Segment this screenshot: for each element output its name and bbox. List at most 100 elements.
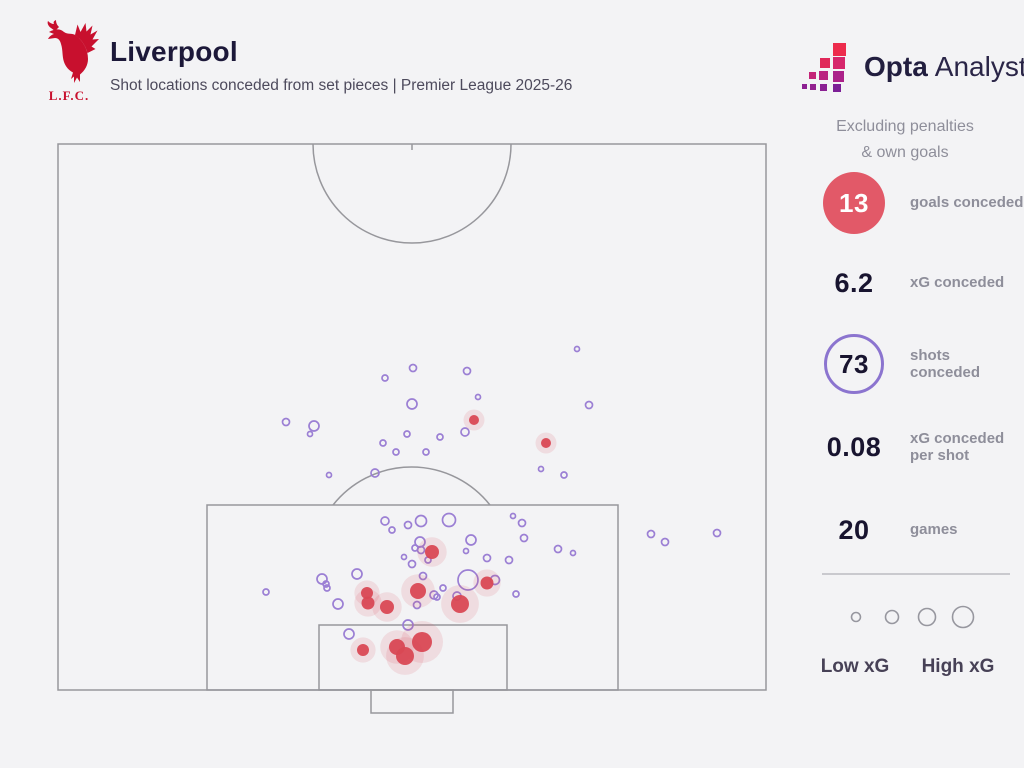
goals-conceded-badge: 13 bbox=[823, 172, 885, 234]
shots-conceded-badge: 73 bbox=[824, 334, 884, 394]
shot-marker bbox=[380, 516, 390, 526]
opta-wordmark: Opta Analyst bbox=[864, 51, 1024, 83]
shot-marker bbox=[351, 568, 363, 580]
shot-marker bbox=[418, 571, 428, 581]
opta-word-analyst: Analyst bbox=[934, 51, 1024, 82]
goal-marker bbox=[361, 587, 373, 599]
shot-marker bbox=[436, 433, 444, 441]
shot-marker bbox=[517, 518, 527, 528]
pitch-boundary bbox=[57, 143, 767, 691]
legend-divider bbox=[822, 573, 1010, 575]
opta-mark-icon bbox=[802, 43, 846, 92]
exclusion-note: Excluding penalties & own goals bbox=[796, 114, 1014, 165]
shot-marker bbox=[553, 544, 563, 554]
goal bbox=[370, 689, 454, 714]
goal-marker bbox=[425, 545, 439, 559]
shot-marker bbox=[474, 393, 482, 401]
shot-marker bbox=[512, 590, 520, 598]
shot-marker bbox=[422, 448, 430, 456]
liver-bird-icon bbox=[47, 20, 99, 83]
shot-marker bbox=[323, 584, 331, 592]
stat-xg-per-shot: 0.08 xG conceded per shot bbox=[800, 415, 1024, 479]
goal-marker bbox=[469, 415, 479, 425]
shot-marker bbox=[322, 580, 330, 588]
shot-marker bbox=[412, 600, 422, 610]
goal-marker bbox=[357, 644, 369, 656]
shot-marker bbox=[403, 520, 413, 530]
penalty-arc bbox=[332, 466, 491, 506]
legend-size-circle bbox=[917, 607, 937, 627]
shot-marker bbox=[407, 559, 417, 569]
legend-high-xg-label: High xG bbox=[921, 656, 995, 677]
games-value: 20 bbox=[838, 514, 870, 545]
shot-marker bbox=[308, 420, 320, 432]
xg-conceded-label: xG conceded bbox=[910, 274, 1005, 292]
goal-marker bbox=[480, 576, 494, 590]
opta-analyst-logo: Opta Analyst bbox=[802, 42, 1024, 92]
shot-marker bbox=[462, 366, 472, 376]
crest-label: L.F.C. bbox=[48, 88, 90, 103]
shot-marker bbox=[462, 547, 470, 555]
shot-marker bbox=[712, 528, 722, 538]
games-label: games bbox=[910, 521, 958, 539]
shot-marker bbox=[573, 345, 581, 353]
liverpool-crest: L.F.C. bbox=[36, 20, 102, 104]
legend-size-circle bbox=[850, 611, 862, 623]
xg-per-shot-value: 0.08 bbox=[826, 431, 882, 462]
legend-size-circle bbox=[884, 609, 900, 625]
goals-conceded-label: goals conceded bbox=[910, 194, 1024, 212]
shot-marker bbox=[537, 465, 545, 473]
shot-marker bbox=[381, 374, 389, 382]
shot-marker bbox=[306, 430, 314, 438]
legend-low-xg-label: Low xG bbox=[820, 656, 890, 677]
shot-marker bbox=[560, 471, 568, 479]
shot-marker bbox=[400, 553, 408, 561]
stat-goals-conceded: 13 goals conceded bbox=[800, 171, 1024, 235]
exclusion-note-line2: & own goals bbox=[861, 143, 949, 161]
shot-marker bbox=[343, 628, 355, 640]
shot-marker bbox=[439, 584, 447, 592]
shot-marker bbox=[392, 448, 400, 456]
shot-marker bbox=[408, 363, 418, 373]
stat-shots-conceded: 73 shots conceded bbox=[800, 332, 1024, 396]
shot-marker bbox=[411, 544, 419, 552]
shot-marker bbox=[325, 471, 333, 479]
shot-marker bbox=[646, 529, 656, 539]
goal-marker bbox=[380, 600, 394, 614]
shot-marker bbox=[441, 512, 457, 528]
shot-marker bbox=[584, 400, 594, 410]
stat-xg-conceded: 6.2 xG conceded bbox=[800, 251, 1024, 315]
shot-marker bbox=[414, 514, 428, 528]
opta-word-opta: Opta bbox=[864, 51, 928, 82]
shot-marker bbox=[509, 512, 517, 520]
goal-marker bbox=[361, 596, 375, 610]
shot-marker bbox=[519, 533, 529, 543]
goal-marker bbox=[410, 583, 426, 599]
shot-marker bbox=[504, 555, 514, 565]
shot-marker bbox=[433, 593, 441, 601]
center-circle bbox=[312, 143, 512, 244]
xg-per-shot-label: xG conceded per shot bbox=[910, 429, 1005, 464]
shot-marker bbox=[457, 569, 479, 591]
shot-marker bbox=[281, 417, 291, 427]
shots-conceded-label: shots conceded bbox=[910, 346, 981, 381]
shot-marker bbox=[403, 430, 411, 438]
goal-marker bbox=[396, 647, 414, 665]
exclusion-note-line1: Excluding penalties bbox=[836, 118, 974, 135]
goal-marker bbox=[541, 438, 551, 448]
shot-marker bbox=[406, 398, 418, 410]
shot-marker bbox=[569, 549, 577, 557]
legend-size-circle bbox=[951, 605, 975, 629]
goal-marker bbox=[412, 632, 432, 652]
shot-marker bbox=[379, 439, 387, 447]
shot-marker bbox=[660, 537, 670, 547]
shot-marker bbox=[332, 598, 344, 610]
xg-conceded-value: 6.2 bbox=[834, 267, 874, 298]
page-subtitle: Shot locations conceded from set pieces … bbox=[110, 77, 573, 94]
stat-games: 20 games bbox=[800, 498, 1024, 562]
shot-marker bbox=[465, 534, 477, 546]
shot-marker bbox=[388, 526, 396, 534]
shot-marker bbox=[402, 619, 414, 631]
shot-marker bbox=[370, 468, 380, 478]
